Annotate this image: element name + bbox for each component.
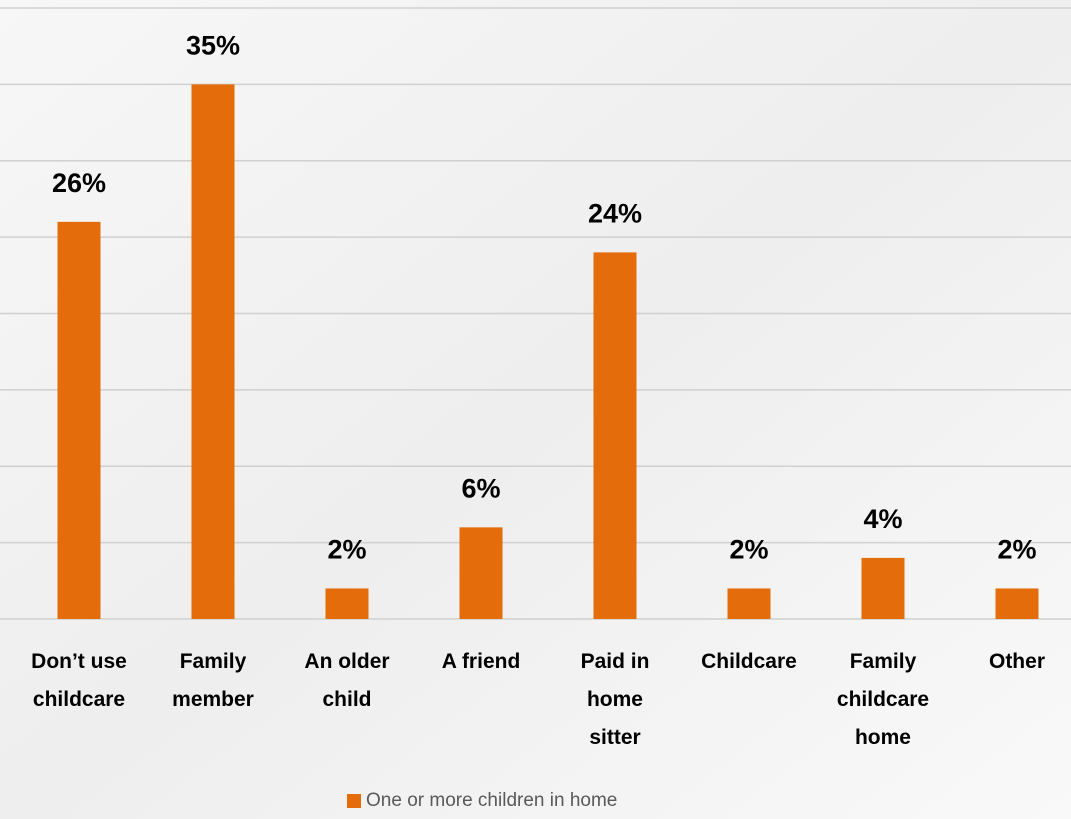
data-label: 26% — [52, 168, 106, 198]
bar — [57, 221, 101, 619]
data-label: 2% — [729, 535, 768, 565]
x-tick-label: Other — [989, 650, 1045, 673]
x-tick-label-line: sitter — [589, 726, 640, 749]
data-label: 6% — [461, 473, 500, 503]
bar — [325, 588, 369, 619]
legend-swatch — [347, 794, 361, 808]
bar — [593, 252, 637, 619]
x-tick-label: A friend — [442, 650, 521, 673]
data-label: 2% — [327, 535, 366, 565]
x-tick-label-line: A friend — [442, 650, 521, 673]
x-tick-label: Childcare — [701, 650, 797, 673]
x-tick-label: Family childcare home — [837, 650, 929, 749]
x-tick-label-line: Don’t use — [31, 650, 127, 673]
bar — [727, 588, 771, 619]
x-tick-label-line: Other — [989, 650, 1045, 673]
x-tick-label-line: Family — [850, 650, 917, 673]
x-tick-label-line: childcare — [33, 688, 125, 711]
x-tick-label: Don’t use childcare — [31, 650, 127, 711]
x-tick-label-line: Childcare — [701, 650, 797, 673]
data-label: 24% — [588, 199, 642, 229]
bar — [459, 527, 503, 619]
x-tick-label-line: home — [855, 726, 911, 749]
bar — [995, 588, 1039, 619]
bar — [191, 84, 235, 619]
x-tick-label: Paid in home sitter — [581, 650, 650, 749]
x-tick-label-line: member — [172, 688, 254, 711]
x-tick-label-line: An older — [304, 650, 389, 673]
x-tick-label-line: Family — [180, 650, 247, 673]
x-tick-label: Family member — [172, 650, 254, 711]
data-label: 2% — [997, 535, 1036, 565]
x-tick-label-line: home — [587, 688, 643, 711]
data-label: 35% — [186, 31, 240, 61]
bar — [861, 557, 905, 619]
x-tick-label-line: child — [322, 688, 371, 711]
x-tick-label-line: Paid in — [581, 650, 650, 673]
data-label: 4% — [863, 504, 902, 534]
x-tick-label: An older child — [304, 650, 389, 711]
legend-label: One or more children in home — [366, 790, 617, 811]
x-tick-label-line: childcare — [837, 688, 929, 711]
